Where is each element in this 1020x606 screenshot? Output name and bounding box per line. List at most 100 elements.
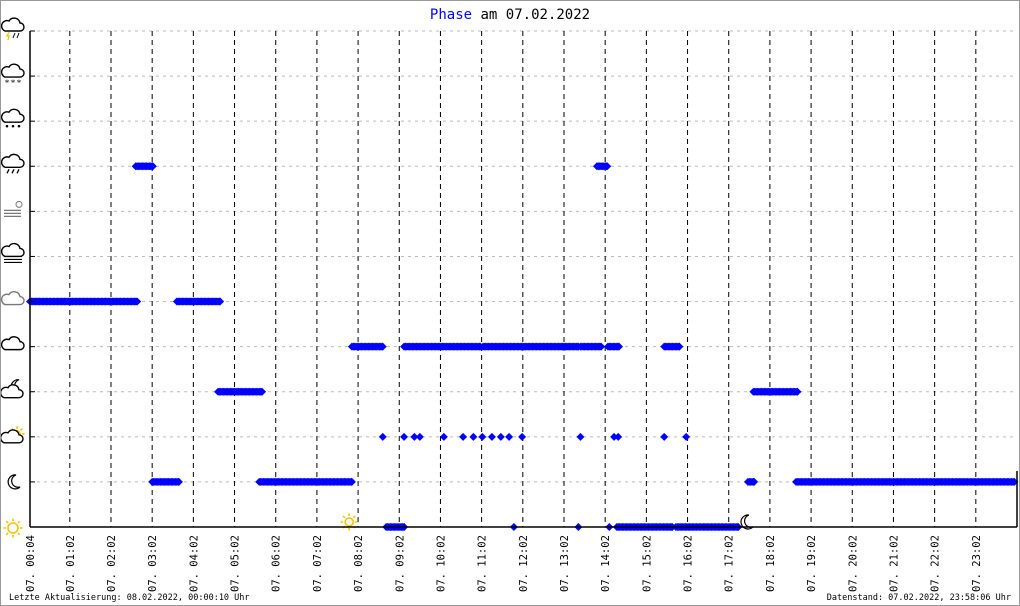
- data-point: [660, 432, 669, 441]
- title-highlight: Phase: [430, 7, 472, 23]
- x-tick-label: 07. 10:02: [435, 535, 447, 592]
- x-tick-label: 07. 07:02: [312, 535, 324, 592]
- cloud-shape: [1, 336, 25, 351]
- x-tick-label: 07. 22:02: [930, 535, 942, 592]
- rain-drop: [11, 168, 15, 174]
- fog-icon: [1, 242, 25, 264]
- sleet-flake: [11, 124, 15, 128]
- data-point: [518, 432, 527, 441]
- x-tick-label: 07. 18:02: [765, 535, 777, 592]
- data-point: [148, 162, 157, 171]
- thunderstorm-icon: [1, 17, 25, 41]
- x-tick-label: 07. 06:02: [271, 535, 283, 592]
- data-point: [378, 432, 387, 441]
- data-point: [415, 432, 424, 441]
- moon-icon: [7, 474, 21, 490]
- data-point: [750, 477, 759, 486]
- data-point: [378, 342, 387, 351]
- cloud-shape: [1, 242, 25, 258]
- x-tick-label: 07. 13:02: [559, 535, 571, 592]
- data-point: [439, 432, 448, 441]
- x-tick-label: 07. 21:02: [888, 535, 900, 592]
- x-tick-label: 07. 09:02: [394, 535, 406, 592]
- sleet-flake: [5, 124, 9, 128]
- sun-icon: [3, 518, 23, 538]
- x-tick-label: 07. 03:02: [147, 535, 159, 592]
- cloud-shape: [1, 429, 24, 444]
- snow-flake: *: [11, 78, 16, 88]
- data-point: [682, 432, 691, 441]
- last-update-text: Letzte Aktualisierung: 08.02.2022, 00:00…: [9, 593, 250, 603]
- data-point: [133, 297, 142, 306]
- data-point: [614, 432, 623, 441]
- data-point: [469, 432, 478, 441]
- cloud-shape: [1, 17, 25, 32]
- data-point: [505, 432, 514, 441]
- sun-ray: [19, 427, 23, 431]
- data-point: [257, 387, 266, 396]
- lightning-bolt: [5, 31, 10, 41]
- data-point: [487, 432, 496, 441]
- data-point: [478, 432, 487, 441]
- data-point: [496, 432, 505, 441]
- x-tick-label: 07. 23:02: [971, 535, 983, 592]
- x-tick-label: 07. 12:02: [518, 535, 530, 592]
- sun-ray: [5, 532, 9, 536]
- sun-disc: [344, 517, 354, 527]
- cloud-icon: [1, 336, 25, 351]
- x-tick-label: 07. 11:02: [477, 535, 489, 592]
- x-tick-label: 07. 00:04: [25, 535, 37, 592]
- partly-cloudy-day-icon: [1, 426, 25, 444]
- x-tick-label: 07. 15:02: [641, 535, 653, 592]
- data-point: [675, 342, 684, 351]
- snow-icon: * * *: [1, 63, 25, 88]
- moon-shape: [7, 474, 21, 490]
- data-point: [347, 477, 356, 486]
- data-point: [576, 432, 585, 441]
- x-tick-label: 07. 14:02: [600, 535, 612, 592]
- snow-flake: *: [17, 78, 22, 88]
- data-point: [603, 162, 612, 171]
- cloud-shape: [1, 384, 24, 399]
- cloud-shape: [1, 108, 25, 123]
- x-tick-label: 07. 04:02: [188, 535, 200, 592]
- title-rest: am 07.02.2022: [472, 7, 590, 23]
- data-point: [216, 297, 225, 306]
- x-tick-label: 07. 16:02: [683, 535, 695, 592]
- sun-shape: [3, 518, 23, 538]
- data-point: [400, 432, 409, 441]
- sunrise-icon: [340, 513, 358, 531]
- sun-ray: [342, 515, 346, 519]
- data-point: [793, 387, 802, 396]
- cloud-shape: [1, 153, 25, 168]
- data-point: [597, 342, 606, 351]
- sun-ray: [5, 520, 9, 524]
- chart-title: Phase am 07.02.2022: [430, 7, 590, 23]
- x-tick-label: 07. 05:02: [230, 535, 242, 592]
- rain-drop: [16, 168, 20, 174]
- cloud-shape: [1, 63, 25, 78]
- rain-drop: [6, 168, 10, 174]
- overcast-cloud-icon: [1, 291, 25, 306]
- haze-icon: [4, 200, 23, 217]
- data-point: [614, 342, 623, 351]
- rain-drop: [12, 32, 16, 39]
- sun-ray: [17, 520, 21, 524]
- data-as-of-text: Datenstand: 07.02.2022, 23:58:06 Uhr: [826, 593, 1011, 603]
- sun-disc: [7, 522, 19, 534]
- haze-sun: [15, 200, 23, 208]
- x-tick-label: 07. 02:02: [106, 535, 118, 592]
- x-tick-label: 07. 19:02: [806, 535, 818, 592]
- data-point: [459, 432, 468, 441]
- data-point: [174, 477, 183, 486]
- partly-cloudy-night-icon: [1, 379, 24, 399]
- sleet-icon: [1, 108, 25, 128]
- x-tick-label: 07. 17:02: [724, 535, 736, 592]
- x-tick-label: 07. 01:02: [65, 535, 77, 592]
- sun-ray: [17, 532, 21, 536]
- rain-icon: [1, 153, 25, 174]
- x-tick-label: 07. 08:02: [353, 535, 365, 592]
- cloud-shape: [1, 291, 25, 306]
